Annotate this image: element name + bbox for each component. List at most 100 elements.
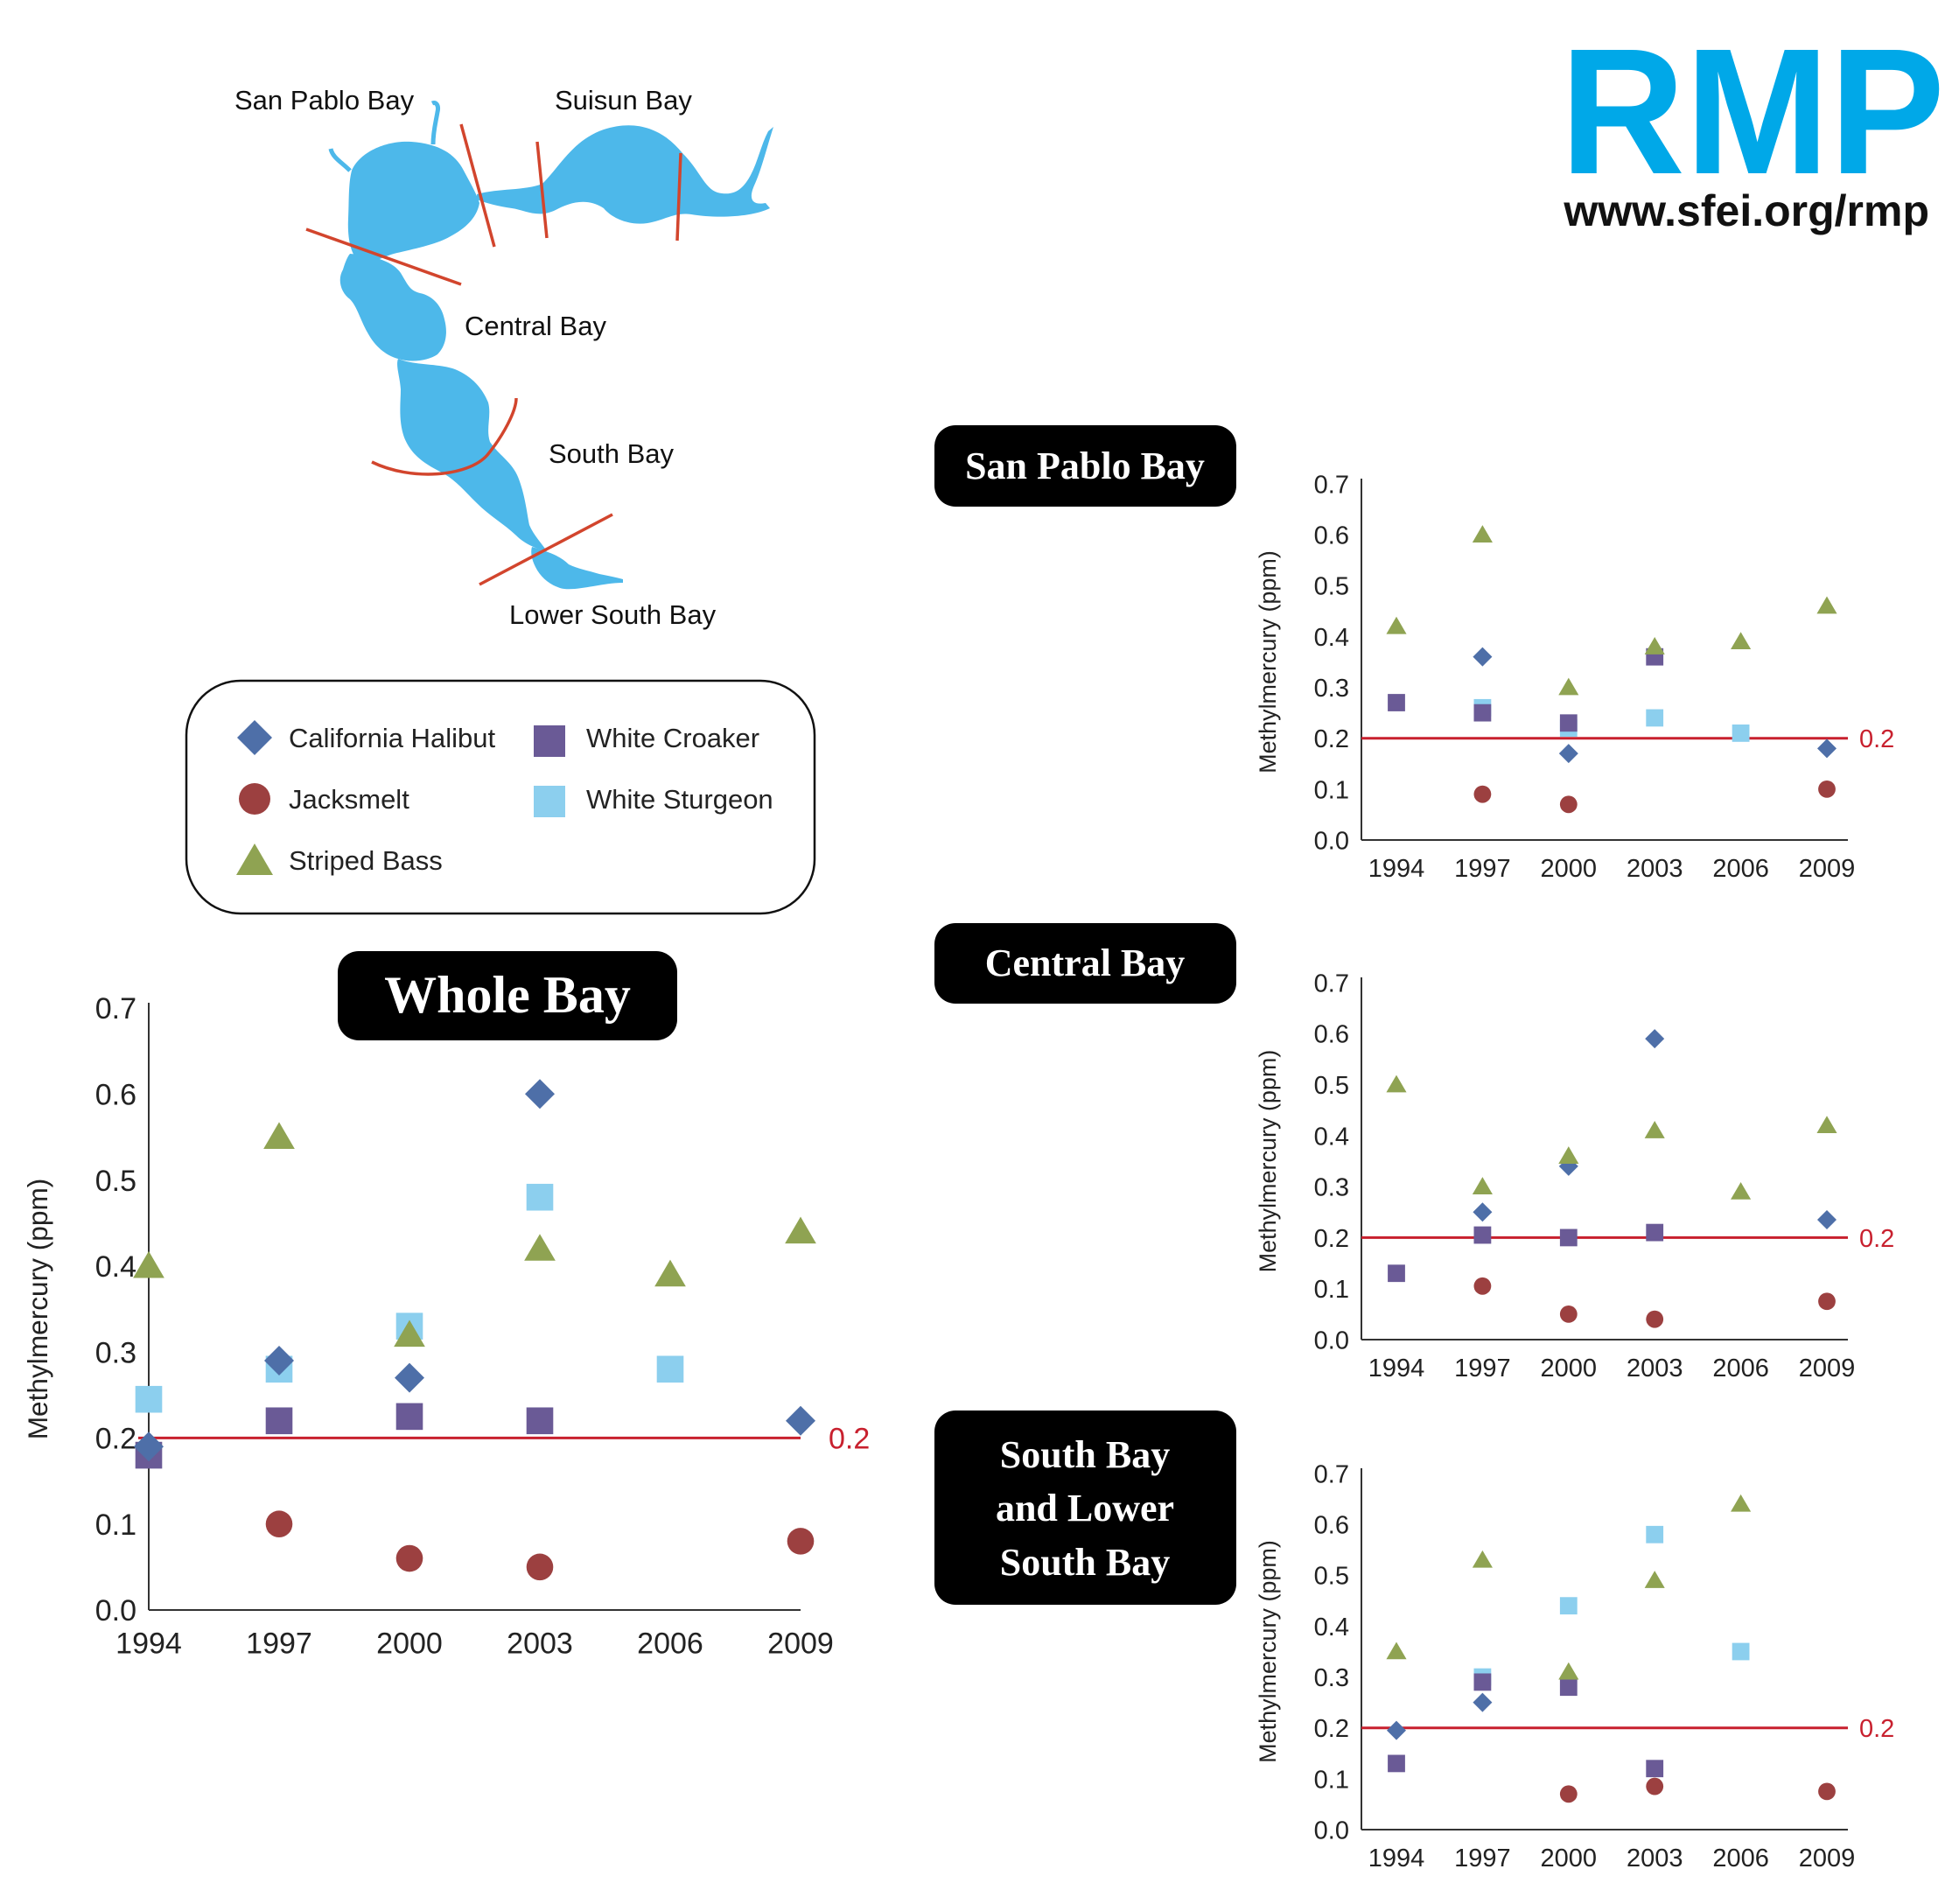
x-tick-label: 2003 [1627,1354,1683,1382]
chart-south-bay: 0.0 0.1 0.2 0.3 0.4 0.5 0.6 0.7 1994 1997 2000 2003… [1255,1460,1894,1872]
point-striped-bass [263,1122,295,1150]
y-tick-label: 0.2 [1314,1715,1349,1743]
point-striped-bass [1558,1146,1579,1164]
point-striped-bass [524,1234,556,1261]
point-striped-bass [1386,1074,1407,1093]
point-striped-bass [133,1250,164,1278]
point-jacksmelt [1818,1292,1836,1311]
point-california-halibut [1473,1202,1493,1222]
point-white-sturgeon [1646,709,1664,727]
point-striped-bass [1731,632,1752,650]
y-tick-label: 0.3 [1314,675,1349,703]
point-california-halibut [525,1079,555,1110]
boundary-suisun-west [535,141,549,239]
point-jacksmelt [265,1510,293,1538]
bay-map: San Pablo Bay Suisun Bay Central Bay Sou… [234,85,773,630]
y-tick-label: 0.4 [1314,1123,1349,1151]
legend-marker-white-croaker [534,725,565,757]
title-whole: Whole Bay [384,966,631,1024]
title-pill-whole-bg [338,951,677,1040]
y-tick-label: 0.0 [1314,1816,1349,1844]
map-water-south [397,359,547,551]
point-white-croaker [1388,694,1405,711]
point-striped-bass [1472,525,1493,542]
point-white-croaker [1388,1754,1405,1773]
logo-url[interactable]: www.sfei.org/rmp [1563,186,1929,235]
point-california-halibut [1817,738,1837,759]
legend-label-striped-bass: Striped Bass [289,845,443,876]
point-white-croaker [1559,714,1578,732]
point-striped-bass [1558,1662,1579,1680]
threshold-label: 0.2 [1859,1715,1894,1743]
title-pill-central: Central Bay [934,923,1236,1004]
point-striped-bass [1644,1571,1665,1588]
y-axis-label: Methylmercury (ppm) [1255,1050,1281,1273]
point-california-halibut [1645,1029,1665,1049]
x-tick-label: 1994 [1368,1844,1425,1872]
point-striped-bass [394,1320,425,1348]
point-jacksmelt [1473,1277,1492,1295]
point-striped-bass [1731,1494,1752,1512]
y-tick-label: 0.5 [1314,1072,1349,1100]
map-label-lowersouth: Lower South Bay [509,599,717,630]
point-striped-bass [1472,1550,1493,1568]
point-white-croaker [1388,1264,1405,1283]
point-jacksmelt [1646,1777,1664,1796]
point-striped-bass [1816,1116,1837,1133]
x-tick-label: 1994 [1368,855,1425,883]
x-tick-label: 2000 [376,1627,443,1660]
x-tick-label: 2006 [1712,855,1769,883]
point-white-croaker [1473,1226,1492,1244]
x-tick-label: 2000 [1541,1844,1598,1872]
y-tick-label: 0.6 [1314,1512,1349,1540]
x-tick-label: 2006 [1712,1844,1769,1872]
point-california-halibut [1473,647,1493,667]
y-tick-label: 0.6 [1314,522,1349,550]
point-white-croaker [1473,1673,1492,1691]
point-california-halibut [1817,1210,1837,1230]
x-tick-label: 2009 [1799,1844,1856,1872]
title-south-line1: South Bay [1000,1433,1170,1476]
map-water-suisun [477,125,773,224]
point-striped-bass [654,1259,686,1287]
y-tick-label: 0.3 [1314,1664,1349,1692]
point-jacksmelt [526,1553,554,1581]
y-tick-label: 0.7 [95,992,136,1026]
point-california-halibut [1387,1720,1406,1740]
point-striped-bass [1558,677,1579,696]
title-sanpablo: San Pablo Bay [965,444,1205,487]
point-jacksmelt [1473,785,1492,803]
title-central: Central Bay [985,942,1186,984]
boundary-central-south [371,397,518,476]
point-white-sturgeon [135,1385,163,1413]
x-tick-label: 1997 [1454,855,1511,883]
y-tick-label: 0.2 [95,1423,136,1456]
point-jacksmelt [1559,795,1578,814]
boundary-sanpablo-central [305,228,462,286]
y-axis-label: Methylmercury (ppm) [22,1179,53,1440]
point-california-halibut [786,1405,815,1436]
chart-san-pablo-bay: 0.0 0.1 0.2 0.3 0.4 0.5 0.6 0.7 1994 1997 2000 2003… [1255,471,1894,883]
point-white-sturgeon [1732,1642,1750,1661]
point-white-sturgeon [656,1355,684,1383]
point-white-croaker [1559,1678,1578,1697]
point-white-croaker [265,1407,293,1435]
threshold-label: 0.2 [1859,1225,1894,1253]
x-tick-label: 2003 [507,1627,573,1660]
point-white-croaker [526,1407,554,1435]
x-tick-label: 2006 [1712,1354,1769,1382]
point-jacksmelt [395,1544,423,1572]
y-tick-label: 0.0 [1314,827,1349,855]
y-tick-label: 0.4 [1314,624,1349,652]
boundary-south-lowersouth [479,513,613,586]
y-tick-label: 0.2 [1314,1225,1349,1253]
y-tick-label: 0.5 [1314,1563,1349,1591]
legend-marker-california-halibut [237,720,272,755]
x-tick-label: 1997 [1454,1354,1511,1382]
map-label-suisun: Suisun Bay [555,85,692,116]
threshold-label: 0.2 [1859,725,1894,753]
map-label-sanpablo: San Pablo Bay [234,85,415,116]
map-label-south: South Bay [549,438,675,469]
point-white-sturgeon [1646,1525,1664,1544]
